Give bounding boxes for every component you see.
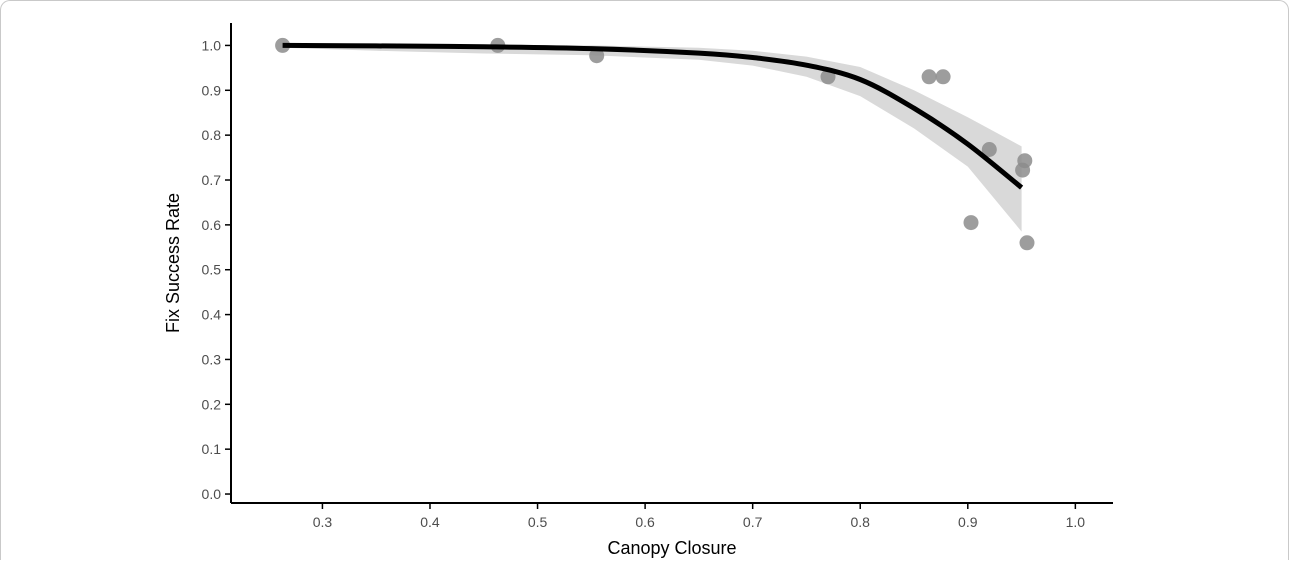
x-tick-label: 0.4 [420,514,440,530]
y-tick-label: 0.0 [202,486,222,502]
x-tick-label: 0.5 [528,514,548,530]
data-point [589,48,605,64]
x-tick-label: 0.8 [850,514,870,530]
data-point [963,215,979,231]
x-tick-label: 0.7 [743,514,763,530]
data-point [1019,235,1035,251]
y-tick-label: 0.2 [202,396,222,412]
data-point [1017,153,1033,169]
confidence-band [282,45,1022,232]
y-tick-label: 0.5 [202,262,222,278]
y-tick-label: 0.8 [202,127,222,143]
y-tick-label: 0.3 [202,351,222,367]
x-axis-title: Canopy Closure [607,538,736,558]
y-tick-label: 0.1 [202,441,222,457]
y-tick-label: 0.9 [202,82,222,98]
x-tick-label: 0.3 [313,514,333,530]
x-tick-label: 0.9 [958,514,978,530]
data-point [981,142,997,157]
x-tick-label: 1.0 [1066,514,1086,530]
y-tick-label: 0.7 [202,172,222,188]
fit-line [282,42,1024,190]
y-tick-label: 1.0 [202,37,222,53]
data-point [935,69,951,85]
y-axis-title: Fix Success Rate [163,193,183,333]
y-tick-label: 0.4 [202,307,222,323]
y-tick-label: 0.6 [202,217,222,233]
data-point [921,69,937,85]
x-tick-label: 0.6 [635,514,655,530]
